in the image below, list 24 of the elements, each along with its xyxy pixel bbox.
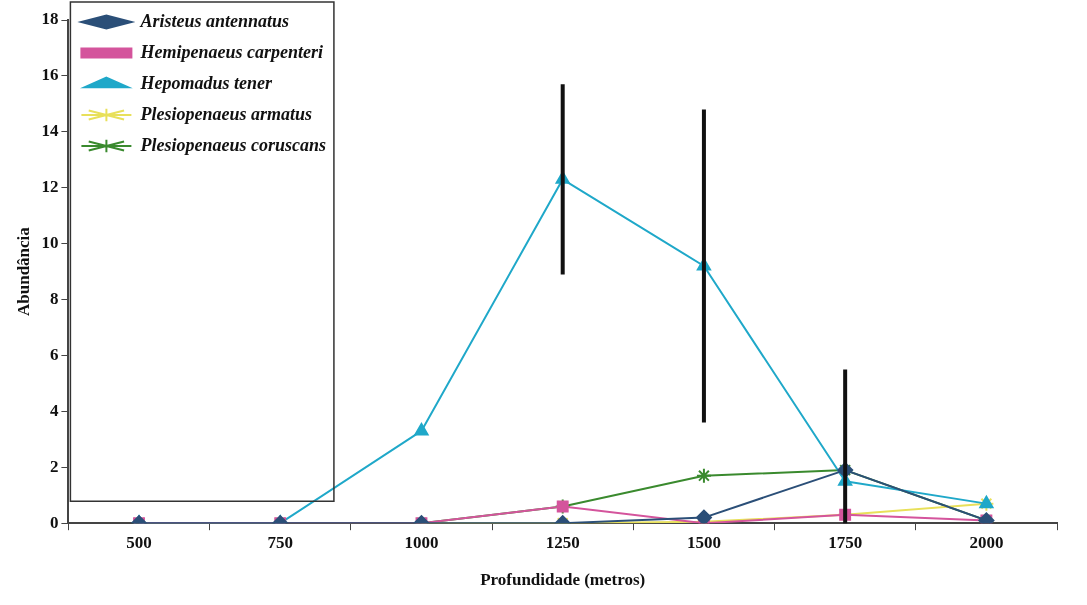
x-tick-label: 1250 [545,532,580,552]
y-tick-label: 14 [41,121,59,141]
y-tick-label: 4 [49,400,59,420]
legend-label: Hepomadus tener [139,72,273,93]
y-tick-label: 16 [41,65,59,85]
y-tick-label: 10 [41,233,59,253]
x-tick-label: 1750 [828,532,863,552]
x-tick-label: 500 [126,532,152,552]
x-tick-label: 1000 [404,532,439,552]
y-axis-title: Abundância [13,226,33,317]
y-tick-label: 0 [49,512,59,532]
y-tick-label: 6 [49,344,59,364]
y-tick-label: 12 [41,177,59,197]
x-tick-label: 750 [267,532,293,552]
legend-label: Plesiopenaeus coruscans [139,134,326,155]
legend-label: Plesiopenaeus armatus [139,103,312,124]
y-tick-label: 18 [41,9,59,29]
y-tick-label: 8 [49,288,59,308]
legend-label: Aristeus antennatus [139,10,289,31]
y-tick-label: 2 [49,456,59,476]
x-axis-title: Profundidade (metros) [480,570,646,590]
x-tick-label: 2000 [969,532,1004,552]
x-tick-label: 1500 [686,532,721,552]
legend-label: Hemipenaeus carpenteri [139,41,323,62]
